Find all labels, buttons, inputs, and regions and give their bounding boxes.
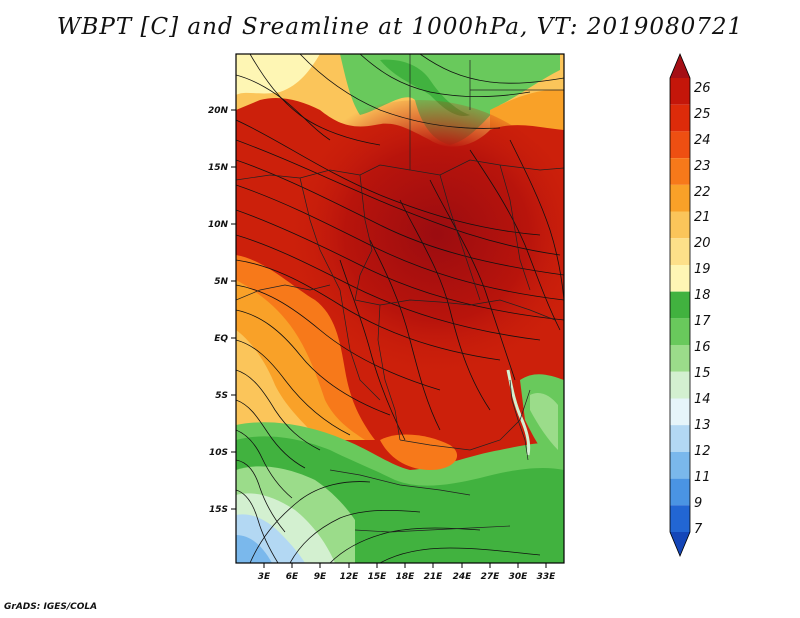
- colorbar-label-7: 7: [694, 522, 703, 537]
- lat-ticks: [231, 109, 236, 510]
- colorbar-segment: [670, 478, 690, 506]
- colorbar-label-17: 17: [694, 314, 711, 329]
- lon-label-18e: 18E: [396, 572, 416, 582]
- colorbar: [670, 54, 690, 556]
- colorbar-segment: [670, 532, 690, 556]
- chart-title: WBPT [C] and Sreamline at 1000hPa, VT: 2…: [56, 14, 744, 40]
- colorbar-label-11: 11: [694, 470, 711, 485]
- lon-label-27e: 27E: [481, 572, 501, 582]
- colorbar-segment: [670, 291, 690, 319]
- colorbar-label-26: 26: [694, 81, 711, 96]
- lat-label-15n: 15N: [208, 163, 229, 173]
- colorbar-segment: [670, 78, 690, 105]
- lat-label-eq: EQ: [214, 334, 228, 344]
- colorbar-label-16: 16: [694, 340, 711, 355]
- lat-labels: 20N 15N 10N 5N EQ 5S 10S 15S: [208, 106, 229, 515]
- colorbar-segment: [670, 158, 690, 185]
- lon-label-33e: 33E: [537, 572, 557, 582]
- colorbar-label-18: 18: [694, 288, 711, 303]
- streamlines: [236, 54, 564, 563]
- colorbar-label-24: 24: [694, 133, 711, 148]
- colorbar-segment: [670, 345, 690, 372]
- lon-label-3e: 3E: [258, 572, 271, 582]
- colorbar-segment: [670, 264, 690, 292]
- lat-label-5s: 5S: [215, 391, 228, 401]
- wbpt-field: [236, 54, 564, 563]
- lon-ticks: [263, 563, 547, 568]
- colorbar-labels: 26 25 24 23 22 21 20 19 18 17 16 15 14 1…: [694, 81, 711, 537]
- lat-label-10s: 10S: [209, 448, 228, 458]
- country-borders: [236, 54, 564, 533]
- colorbar-segment: [670, 318, 690, 346]
- lon-label-9e: 9E: [314, 572, 327, 582]
- lat-label-20n: 20N: [208, 106, 229, 116]
- colorbar-segment: [670, 238, 690, 265]
- colorbar-label-23: 23: [694, 159, 711, 174]
- colorbar-label-22: 22: [694, 185, 711, 200]
- lon-labels: 3E 6E 9E 12E 15E 18E 21E 24E 27E 30E 33E: [258, 572, 556, 582]
- lat-label-5n: 5N: [214, 277, 228, 287]
- colorbar-segment: [670, 425, 690, 452]
- colorbar-label-25: 25: [694, 107, 711, 122]
- colorbar-segment: [670, 211, 690, 239]
- footer-credit: GrADS: IGES/COLA: [4, 602, 98, 612]
- lat-label-15s: 15S: [209, 505, 228, 515]
- lon-label-6e: 6E: [286, 572, 299, 582]
- colorbar-label-15: 15: [694, 366, 711, 381]
- colorbar-segment: [670, 398, 690, 426]
- colorbar-segment: [670, 371, 690, 399]
- lon-label-24e: 24E: [453, 572, 473, 582]
- colorbar-segment: [670, 451, 690, 479]
- colorbar-outline: [669, 52, 691, 558]
- lon-label-12e: 12E: [340, 572, 360, 582]
- lat-label-10n: 10N: [208, 220, 229, 230]
- colorbar-segment: [670, 54, 690, 78]
- colorbar-segment: [670, 505, 690, 532]
- colorbar-segment: [670, 184, 690, 212]
- colorbar-label-13: 13: [694, 418, 711, 433]
- map-frame: [235, 53, 565, 564]
- colorbar-segment: [670, 131, 690, 159]
- lon-label-30e: 30E: [509, 572, 529, 582]
- colorbar-label-19: 19: [694, 262, 711, 277]
- colorbar-label-20: 20: [694, 236, 711, 251]
- lon-label-15e: 15E: [368, 572, 388, 582]
- colorbar-label-21: 21: [694, 210, 711, 225]
- colorbar-label-12: 12: [694, 444, 711, 459]
- colorbar-label-14: 14: [694, 392, 711, 407]
- colorbar-segment: [670, 104, 690, 132]
- lon-label-21e: 21E: [424, 572, 444, 582]
- colorbar-label-9: 9: [694, 496, 702, 511]
